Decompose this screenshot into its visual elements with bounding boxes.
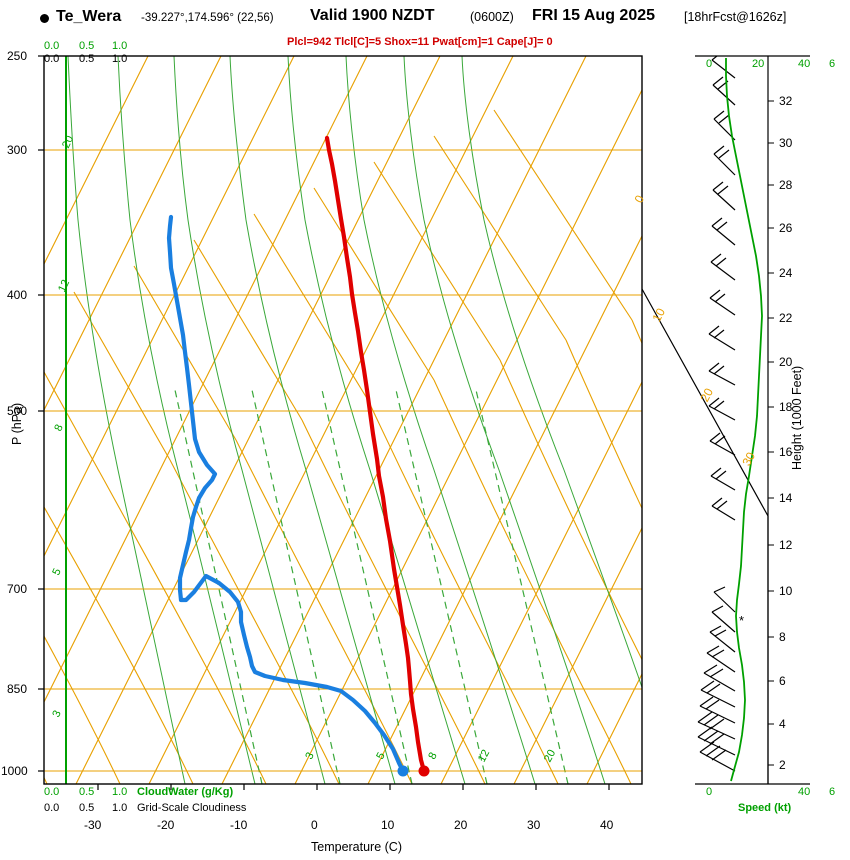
cloudiness-top-tick-2: 1.0 — [112, 53, 128, 65]
temp-tick-20: 20 — [454, 818, 468, 832]
height-tick-2: 2 — [779, 758, 786, 772]
pressure-tick-700: 700 — [7, 582, 28, 596]
wind-bottom-tick-0: 0 — [706, 786, 713, 798]
wind-speed-curve — [725, 58, 763, 782]
valid-time: Valid 1900 NZDT — [310, 7, 435, 24]
wind-top-tick-right: 6 — [829, 58, 836, 70]
station-dot-icon — [40, 14, 49, 23]
temp-tick--30: -30 — [84, 818, 102, 832]
cloudiness-top-tick-0: 0.0 — [44, 53, 60, 65]
height-tick-24: 24 — [779, 266, 793, 280]
dewpoint-surface-dot — [397, 765, 409, 777]
height-tick-20: 20 — [779, 355, 793, 369]
pressure-tick-1000: 1000 — [1, 764, 28, 778]
height-tick-12: 12 — [779, 538, 793, 552]
cloudwater-bottom-tick-1: 0.5 — [79, 786, 95, 798]
height-tick-4: 4 — [779, 717, 786, 731]
wind-barb-panel: * — [697, 56, 763, 782]
temperature-surface-dot — [418, 765, 430, 777]
cloudwater-top-tick-0: 0.0 — [44, 40, 60, 52]
valid-time-utc: (0600Z) — [470, 10, 514, 24]
cloudiness-bottom-tick-0: 0.0 — [44, 802, 60, 814]
height-tick-18: 18 — [779, 400, 793, 414]
pressure-tick-500: 500 — [7, 404, 28, 418]
cloudwater-legend-label: CloudWater (g/Kg) — [137, 786, 234, 798]
temp-tick-30: 30 — [527, 818, 541, 832]
wind-top-tick-0: 0 — [706, 58, 713, 70]
height-tick-32: 32 — [779, 94, 793, 108]
height-tick-16: 16 — [779, 445, 793, 459]
height-tick-28: 28 — [779, 178, 793, 192]
pressure-tick-300: 300 — [7, 143, 28, 157]
station-coordinates: -39.227°,174.596° (22,56) — [141, 12, 274, 24]
wind-top-tick-40: 40 — [798, 58, 811, 70]
height-tick-10: 10 — [779, 584, 793, 598]
y-axis-title: P (hPa) — [10, 402, 24, 445]
station-name: Te_Wera — [56, 8, 122, 25]
pressure-tick-250: 250 — [7, 49, 28, 63]
height-tick-6: 6 — [779, 674, 786, 688]
sounding-indices: Plcl=942 Tlcl[C]=5 Shox=11 Pwat[cm]=1 Ca… — [287, 36, 553, 48]
height-tick-26: 26 — [779, 221, 793, 235]
pressure-tick-850: 850 — [7, 682, 28, 696]
cloudiness-bottom-tick-1: 0.5 — [79, 802, 95, 814]
temperature-trace — [324, 135, 427, 774]
temp-tick--10: -10 — [230, 818, 248, 832]
svg-text:*: * — [739, 613, 744, 628]
wind-bottom-tick-right: 6 — [829, 786, 836, 798]
height-tick-8: 8 — [779, 630, 786, 644]
valid-date: FRI 15 Aug 2025 — [532, 7, 656, 24]
x-axis-title: Temperature (C) — [311, 840, 402, 854]
temp-tick-10: 10 — [381, 818, 395, 832]
wind-speed-axis-label: Speed (kt) — [738, 802, 792, 814]
cloudwater-top-tick-1: 0.5 — [79, 40, 95, 52]
temp-tick-0: 0 — [311, 818, 318, 832]
temp-tick-40: 40 — [600, 818, 614, 832]
cloudwater-bottom-tick-2: 1.0 — [112, 786, 128, 798]
pressure-tick-400: 400 — [7, 288, 28, 302]
height-tick-22: 22 — [779, 311, 793, 325]
forecast-info: [18hrFcst@1626z] — [684, 10, 787, 24]
wind-top-tick-20: 20 — [752, 58, 765, 70]
cloudwater-top-tick-2: 1.0 — [112, 40, 128, 52]
height-tick-30: 30 — [779, 136, 793, 150]
cloudiness-bottom-tick-2: 1.0 — [112, 802, 128, 814]
dewpoint-trace — [166, 214, 406, 774]
height-tick-14: 14 — [779, 491, 793, 505]
height-axis-title: Height (1000 Feet) — [790, 365, 804, 470]
temp-tick--20: -20 — [157, 818, 175, 832]
cloudiness-legend-label: Grid-Scale Cloudiness — [137, 802, 247, 814]
wind-bottom-tick-40: 40 — [798, 786, 811, 798]
cloudwater-bottom-tick-0: 0.0 — [44, 786, 60, 798]
cloudiness-top-tick-1: 0.5 — [79, 53, 95, 65]
